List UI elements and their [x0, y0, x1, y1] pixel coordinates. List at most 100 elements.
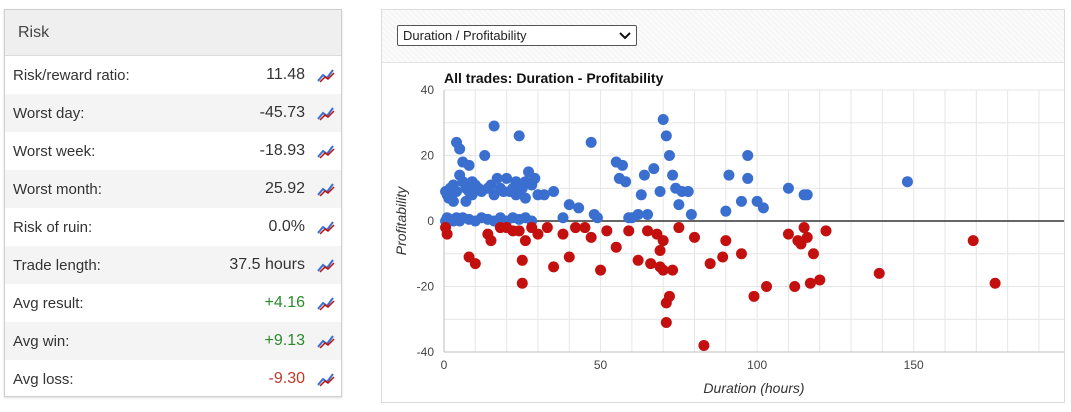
- winning-trade-point[interactable]: [723, 169, 735, 181]
- losing-trade-point[interactable]: [563, 251, 575, 263]
- winning-trade-point[interactable]: [735, 195, 747, 207]
- losing-trade-point[interactable]: [557, 228, 569, 240]
- winning-trade-point[interactable]: [513, 130, 525, 142]
- losing-trade-point[interactable]: [441, 228, 453, 240]
- losing-trade-point[interactable]: [667, 264, 679, 276]
- losing-trade-point[interactable]: [673, 222, 685, 234]
- winning-trade-point[interactable]: [463, 159, 475, 171]
- losing-trade-point[interactable]: [485, 235, 497, 247]
- winning-trade-point[interactable]: [557, 212, 569, 224]
- losing-trade-point[interactable]: [610, 241, 622, 253]
- winning-trade-point[interactable]: [657, 113, 669, 125]
- winning-trade-point[interactable]: [720, 205, 732, 217]
- losing-trade-point[interactable]: [657, 264, 669, 276]
- chart-trend-icon[interactable]: [317, 333, 335, 349]
- winning-trade-point[interactable]: [519, 192, 531, 204]
- winning-trade-point[interactable]: [654, 186, 666, 198]
- losing-trade-point[interactable]: [645, 258, 657, 270]
- chart-trend-icon[interactable]: [317, 257, 335, 273]
- chart-trend-icon[interactable]: [317, 219, 335, 235]
- winning-trade-point[interactable]: [663, 150, 675, 161]
- winning-trade-point[interactable]: [742, 172, 754, 184]
- winning-trade-point[interactable]: [479, 150, 491, 161]
- losing-trade-point[interactable]: [820, 225, 832, 237]
- winning-trade-point[interactable]: [901, 176, 913, 188]
- losing-trade-point[interactable]: [782, 228, 794, 240]
- chart-type-select[interactable]: Duration / Profitability: [397, 25, 637, 46]
- winning-trade-point[interactable]: [488, 120, 500, 132]
- winning-trade-point[interactable]: [782, 182, 794, 194]
- losing-trade-point[interactable]: [967, 235, 979, 247]
- losing-trade-point[interactable]: [663, 290, 675, 302]
- winning-trade-point[interactable]: [673, 199, 685, 211]
- winning-trade-point[interactable]: [585, 136, 597, 148]
- winning-trade-point[interactable]: [529, 172, 541, 184]
- losing-trade-point[interactable]: [513, 225, 525, 237]
- losing-trade-point[interactable]: [632, 254, 644, 266]
- losing-trade-point[interactable]: [657, 235, 669, 247]
- chart-trend-icon[interactable]: [317, 67, 335, 83]
- losing-trade-point[interactable]: [717, 251, 729, 263]
- winning-trade-point[interactable]: [501, 172, 513, 184]
- losing-trade-point[interactable]: [532, 228, 544, 240]
- losing-trade-point[interactable]: [814, 274, 826, 286]
- losing-trade-point[interactable]: [704, 258, 716, 270]
- winning-trade-point[interactable]: [491, 172, 503, 184]
- losing-trade-point[interactable]: [595, 264, 607, 276]
- chart-trend-icon[interactable]: [317, 143, 335, 159]
- losing-trade-point[interactable]: [735, 248, 747, 260]
- losing-trade-point[interactable]: [585, 231, 597, 243]
- winning-trade-point[interactable]: [454, 143, 466, 155]
- winning-trade-point[interactable]: [742, 150, 754, 161]
- losing-trade-point[interactable]: [761, 281, 773, 292]
- losing-trade-point[interactable]: [873, 267, 885, 279]
- winning-trade-point[interactable]: [548, 186, 560, 198]
- losing-trade-point[interactable]: [654, 244, 666, 256]
- losing-trade-point[interactable]: [469, 258, 481, 270]
- losing-trade-point[interactable]: [570, 222, 582, 234]
- winning-trade-point[interactable]: [573, 202, 585, 214]
- losing-trade-point[interactable]: [720, 235, 732, 247]
- losing-trade-point[interactable]: [541, 222, 553, 234]
- chart-trend-icon[interactable]: [317, 181, 335, 197]
- losing-trade-point[interactable]: [516, 277, 528, 289]
- losing-trade-point[interactable]: [989, 277, 1001, 289]
- losing-trade-point[interactable]: [804, 277, 816, 289]
- winning-trade-point[interactable]: [638, 169, 650, 181]
- winning-trade-point[interactable]: [667, 169, 679, 181]
- winning-trade-point[interactable]: [660, 130, 672, 142]
- winning-trade-point[interactable]: [632, 208, 644, 220]
- winning-trade-point[interactable]: [447, 195, 459, 207]
- losing-trade-point[interactable]: [689, 231, 701, 243]
- losing-trade-point[interactable]: [798, 222, 810, 234]
- losing-trade-point[interactable]: [548, 261, 560, 273]
- winning-trade-point[interactable]: [648, 163, 660, 175]
- winning-trade-point[interactable]: [591, 212, 603, 224]
- winning-trade-point[interactable]: [685, 208, 697, 220]
- winning-trade-point[interactable]: [451, 186, 463, 198]
- winning-trade-point[interactable]: [642, 208, 654, 220]
- losing-trade-point[interactable]: [642, 225, 654, 237]
- losing-trade-point[interactable]: [601, 225, 613, 237]
- chart-trend-icon[interactable]: [317, 295, 335, 311]
- losing-trade-point[interactable]: [516, 254, 528, 266]
- winning-trade-point[interactable]: [620, 176, 632, 188]
- losing-trade-point[interactable]: [579, 222, 591, 234]
- winning-trade-point[interactable]: [801, 189, 813, 201]
- losing-trade-point[interactable]: [807, 248, 819, 260]
- winning-trade-point[interactable]: [635, 189, 647, 201]
- chart-trend-icon[interactable]: [317, 371, 335, 387]
- losing-trade-point[interactable]: [623, 225, 635, 237]
- winning-trade-point[interactable]: [682, 186, 694, 198]
- winning-trade-point[interactable]: [563, 199, 575, 211]
- losing-trade-point[interactable]: [789, 281, 801, 292]
- losing-trade-point[interactable]: [801, 231, 813, 243]
- winning-trade-point[interactable]: [616, 159, 628, 171]
- winning-trade-point[interactable]: [757, 202, 769, 214]
- chart-trend-icon[interactable]: [317, 105, 335, 121]
- losing-trade-point[interactable]: [519, 235, 531, 247]
- losing-trade-point[interactable]: [748, 290, 760, 302]
- winning-trade-point[interactable]: [538, 189, 550, 201]
- losing-trade-point[interactable]: [698, 339, 710, 351]
- losing-trade-point[interactable]: [660, 317, 672, 329]
